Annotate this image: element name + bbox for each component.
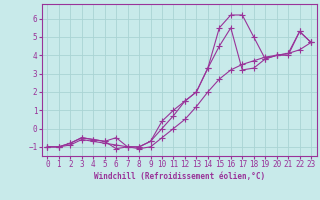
X-axis label: Windchill (Refroidissement éolien,°C): Windchill (Refroidissement éolien,°C) [94,172,265,181]
